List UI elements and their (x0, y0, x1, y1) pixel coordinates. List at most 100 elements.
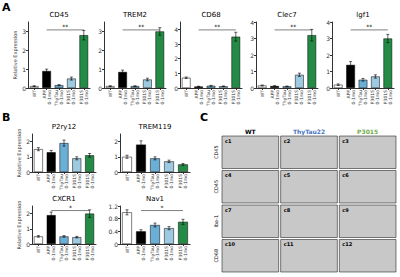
svg-text:CD68: CD68 (201, 11, 220, 19)
svg-text:Nav1: Nav1 (146, 195, 164, 203)
svg-text:*: * (161, 204, 164, 211)
svg-text:c12: c12 (342, 241, 352, 247)
svg-text:1: 1 (98, 66, 102, 73)
svg-text:3: 3 (326, 35, 330, 42)
svg-text:0-1mo: 0-1mo (51, 174, 56, 189)
svg-text:TREM119: TREM119 (138, 123, 172, 131)
svg-text:CD45: CD45 (213, 180, 219, 194)
svg-text:0-1mo: 0-1mo (287, 90, 292, 105)
svg-text:0-1mo: 0-1mo (77, 174, 82, 189)
svg-text:0: 0 (26, 241, 30, 248)
svg-text:0-1mo: 0-1mo (236, 90, 241, 105)
svg-text:1: 1 (250, 68, 254, 75)
svg-text:0-1mo: 0-1mo (275, 90, 280, 105)
svg-text:CXCR1: CXCR1 (52, 195, 75, 203)
svg-text:0.4: 0.4 (108, 228, 118, 235)
svg-text:1: 1 (22, 66, 26, 73)
svg-text:A: A (2, 1, 11, 14)
svg-text:Clec7: Clec7 (277, 11, 296, 19)
svg-text:c11: c11 (284, 241, 294, 247)
svg-text:0-1mo: 0-1mo (211, 90, 216, 105)
svg-text:1: 1 (326, 68, 330, 75)
svg-text:0: 0 (98, 85, 102, 92)
svg-text:WT: WT (36, 246, 41, 253)
svg-text:3: 3 (22, 28, 26, 35)
svg-text:2: 2 (26, 210, 30, 217)
svg-text:**: ** (214, 23, 220, 30)
svg-text:ThyTau22: ThyTau22 (293, 128, 325, 136)
svg-text:Relative Expression: Relative Expression (16, 129, 23, 178)
svg-text:B: B (2, 111, 10, 124)
svg-text:0: 0 (114, 169, 118, 176)
svg-text:P2ry12: P2ry12 (52, 123, 77, 131)
svg-text:CD45: CD45 (213, 145, 219, 159)
svg-text:lgf1: lgf1 (356, 11, 369, 19)
svg-text:0-1mo: 0-1mo (223, 90, 228, 105)
svg-text:0-1mo: 0-1mo (160, 90, 165, 105)
svg-text:1: 1 (26, 225, 30, 232)
svg-text:2: 2 (22, 47, 26, 54)
svg-text:0-1mo: 0-1mo (169, 174, 174, 189)
svg-text:4: 4 (326, 19, 330, 26)
svg-text:1: 1 (174, 70, 178, 77)
svg-text:Relative Expression: Relative Expression (16, 201, 23, 250)
svg-text:0-1mo: 0-1mo (155, 246, 160, 261)
svg-text:4: 4 (174, 26, 178, 33)
svg-text:WT: WT (125, 174, 130, 181)
svg-text:0-1mo: 0-1mo (147, 90, 152, 105)
svg-text:2: 2 (98, 47, 102, 54)
svg-text:0: 0 (22, 85, 26, 92)
svg-text:0-1mo: 0-1mo (351, 90, 356, 105)
svg-text:0-1mo: 0-1mo (90, 246, 95, 261)
svg-text:c3: c3 (342, 138, 349, 144)
svg-text:C: C (200, 111, 208, 124)
svg-text:0: 0 (174, 85, 178, 92)
svg-text:Relative Expression: Relative Expression (12, 31, 19, 80)
svg-text:0-1mo: 0-1mo (59, 90, 64, 105)
svg-text:c10: c10 (225, 241, 235, 247)
svg-text:**: ** (366, 23, 372, 30)
svg-text:WT: WT (260, 90, 265, 97)
svg-text:0-1mo: 0-1mo (90, 174, 95, 189)
svg-text:2: 2 (114, 138, 118, 145)
svg-text:c2: c2 (284, 138, 291, 144)
svg-text:WT: WT (32, 90, 37, 97)
svg-text:0-1mo: 0-1mo (123, 90, 128, 105)
svg-text:0-1mo: 0-1mo (84, 90, 89, 105)
svg-text:2: 2 (326, 52, 330, 59)
svg-text:0-1mo: 0-1mo (183, 246, 188, 261)
svg-text:CD68: CD68 (213, 249, 219, 263)
svg-text:0-1mo: 0-1mo (199, 90, 204, 105)
svg-text:3: 3 (98, 28, 102, 35)
svg-text:1.2: 1.2 (108, 203, 118, 210)
svg-text:0-1mo: 0-1mo (77, 246, 82, 261)
svg-text:3: 3 (250, 35, 254, 42)
svg-text:0.8: 0.8 (108, 215, 118, 222)
svg-text:3: 3 (174, 41, 178, 48)
svg-text:0-1mo: 0-1mo (375, 90, 380, 105)
svg-text:0-1mo: 0-1mo (388, 90, 393, 105)
svg-text:2: 2 (174, 55, 178, 62)
svg-text:TREM2: TREM2 (122, 11, 147, 19)
svg-text:P3015: P3015 (357, 128, 378, 135)
svg-text:0: 0 (114, 241, 118, 248)
svg-text:CD45: CD45 (49, 11, 68, 19)
svg-text:WT: WT (245, 128, 257, 135)
svg-text:0-1mo: 0-1mo (155, 174, 160, 189)
svg-text:c5: c5 (284, 172, 291, 178)
svg-text:**: ** (138, 23, 144, 30)
svg-text:WT: WT (125, 246, 130, 253)
svg-text:2: 2 (26, 138, 30, 145)
svg-text:c8: c8 (284, 207, 291, 213)
svg-text:c4: c4 (225, 172, 232, 178)
svg-text:*: * (69, 204, 72, 211)
svg-text:0: 0 (326, 85, 330, 92)
svg-text:0-1mo: 0-1mo (363, 90, 368, 105)
svg-text:0-1mo: 0-1mo (183, 174, 188, 189)
svg-text:0-1mo: 0-1mo (169, 246, 174, 261)
svg-text:2: 2 (250, 52, 254, 59)
svg-text:WT: WT (184, 90, 189, 97)
svg-text:WT: WT (336, 90, 341, 97)
svg-text:c9: c9 (342, 207, 349, 213)
svg-text:**: ** (290, 23, 296, 30)
